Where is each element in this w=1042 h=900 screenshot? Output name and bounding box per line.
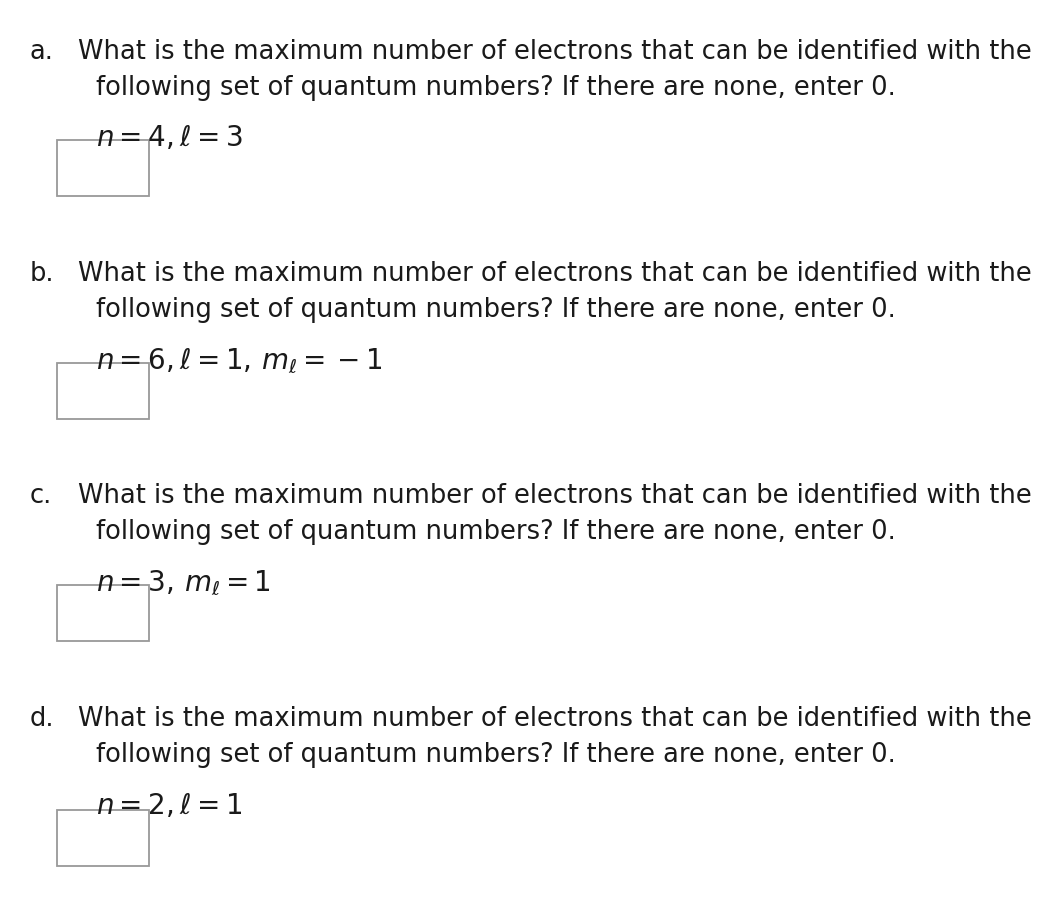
Text: $n = 6, \ell = 1,\, m_\ell = -1$: $n = 6, \ell = 1,\, m_\ell = -1$ — [96, 346, 382, 375]
Text: c.: c. — [29, 483, 51, 509]
Text: following set of quantum numbers? If there are none, enter 0.: following set of quantum numbers? If the… — [96, 75, 896, 101]
FancyBboxPatch shape — [57, 810, 149, 866]
Text: a.: a. — [29, 39, 53, 65]
Text: $n = 2, \ell = 1$: $n = 2, \ell = 1$ — [96, 792, 242, 820]
Text: $n = 3,\, m_\ell = 1$: $n = 3,\, m_\ell = 1$ — [96, 569, 271, 598]
Text: d.: d. — [29, 706, 54, 733]
FancyBboxPatch shape — [57, 585, 149, 641]
Text: following set of quantum numbers? If there are none, enter 0.: following set of quantum numbers? If the… — [96, 297, 896, 323]
Text: b.: b. — [29, 261, 54, 287]
FancyBboxPatch shape — [57, 363, 149, 419]
Text: What is the maximum number of electrons that can be identified with the: What is the maximum number of electrons … — [78, 706, 1032, 733]
Text: following set of quantum numbers? If there are none, enter 0.: following set of quantum numbers? If the… — [96, 519, 896, 545]
Text: $n = 4, \ell = 3$: $n = 4, \ell = 3$ — [96, 124, 243, 152]
Text: What is the maximum number of electrons that can be identified with the: What is the maximum number of electrons … — [78, 483, 1032, 509]
Text: What is the maximum number of electrons that can be identified with the: What is the maximum number of electrons … — [78, 39, 1032, 65]
Text: What is the maximum number of electrons that can be identified with the: What is the maximum number of electrons … — [78, 261, 1032, 287]
Text: following set of quantum numbers? If there are none, enter 0.: following set of quantum numbers? If the… — [96, 742, 896, 769]
FancyBboxPatch shape — [57, 140, 149, 196]
